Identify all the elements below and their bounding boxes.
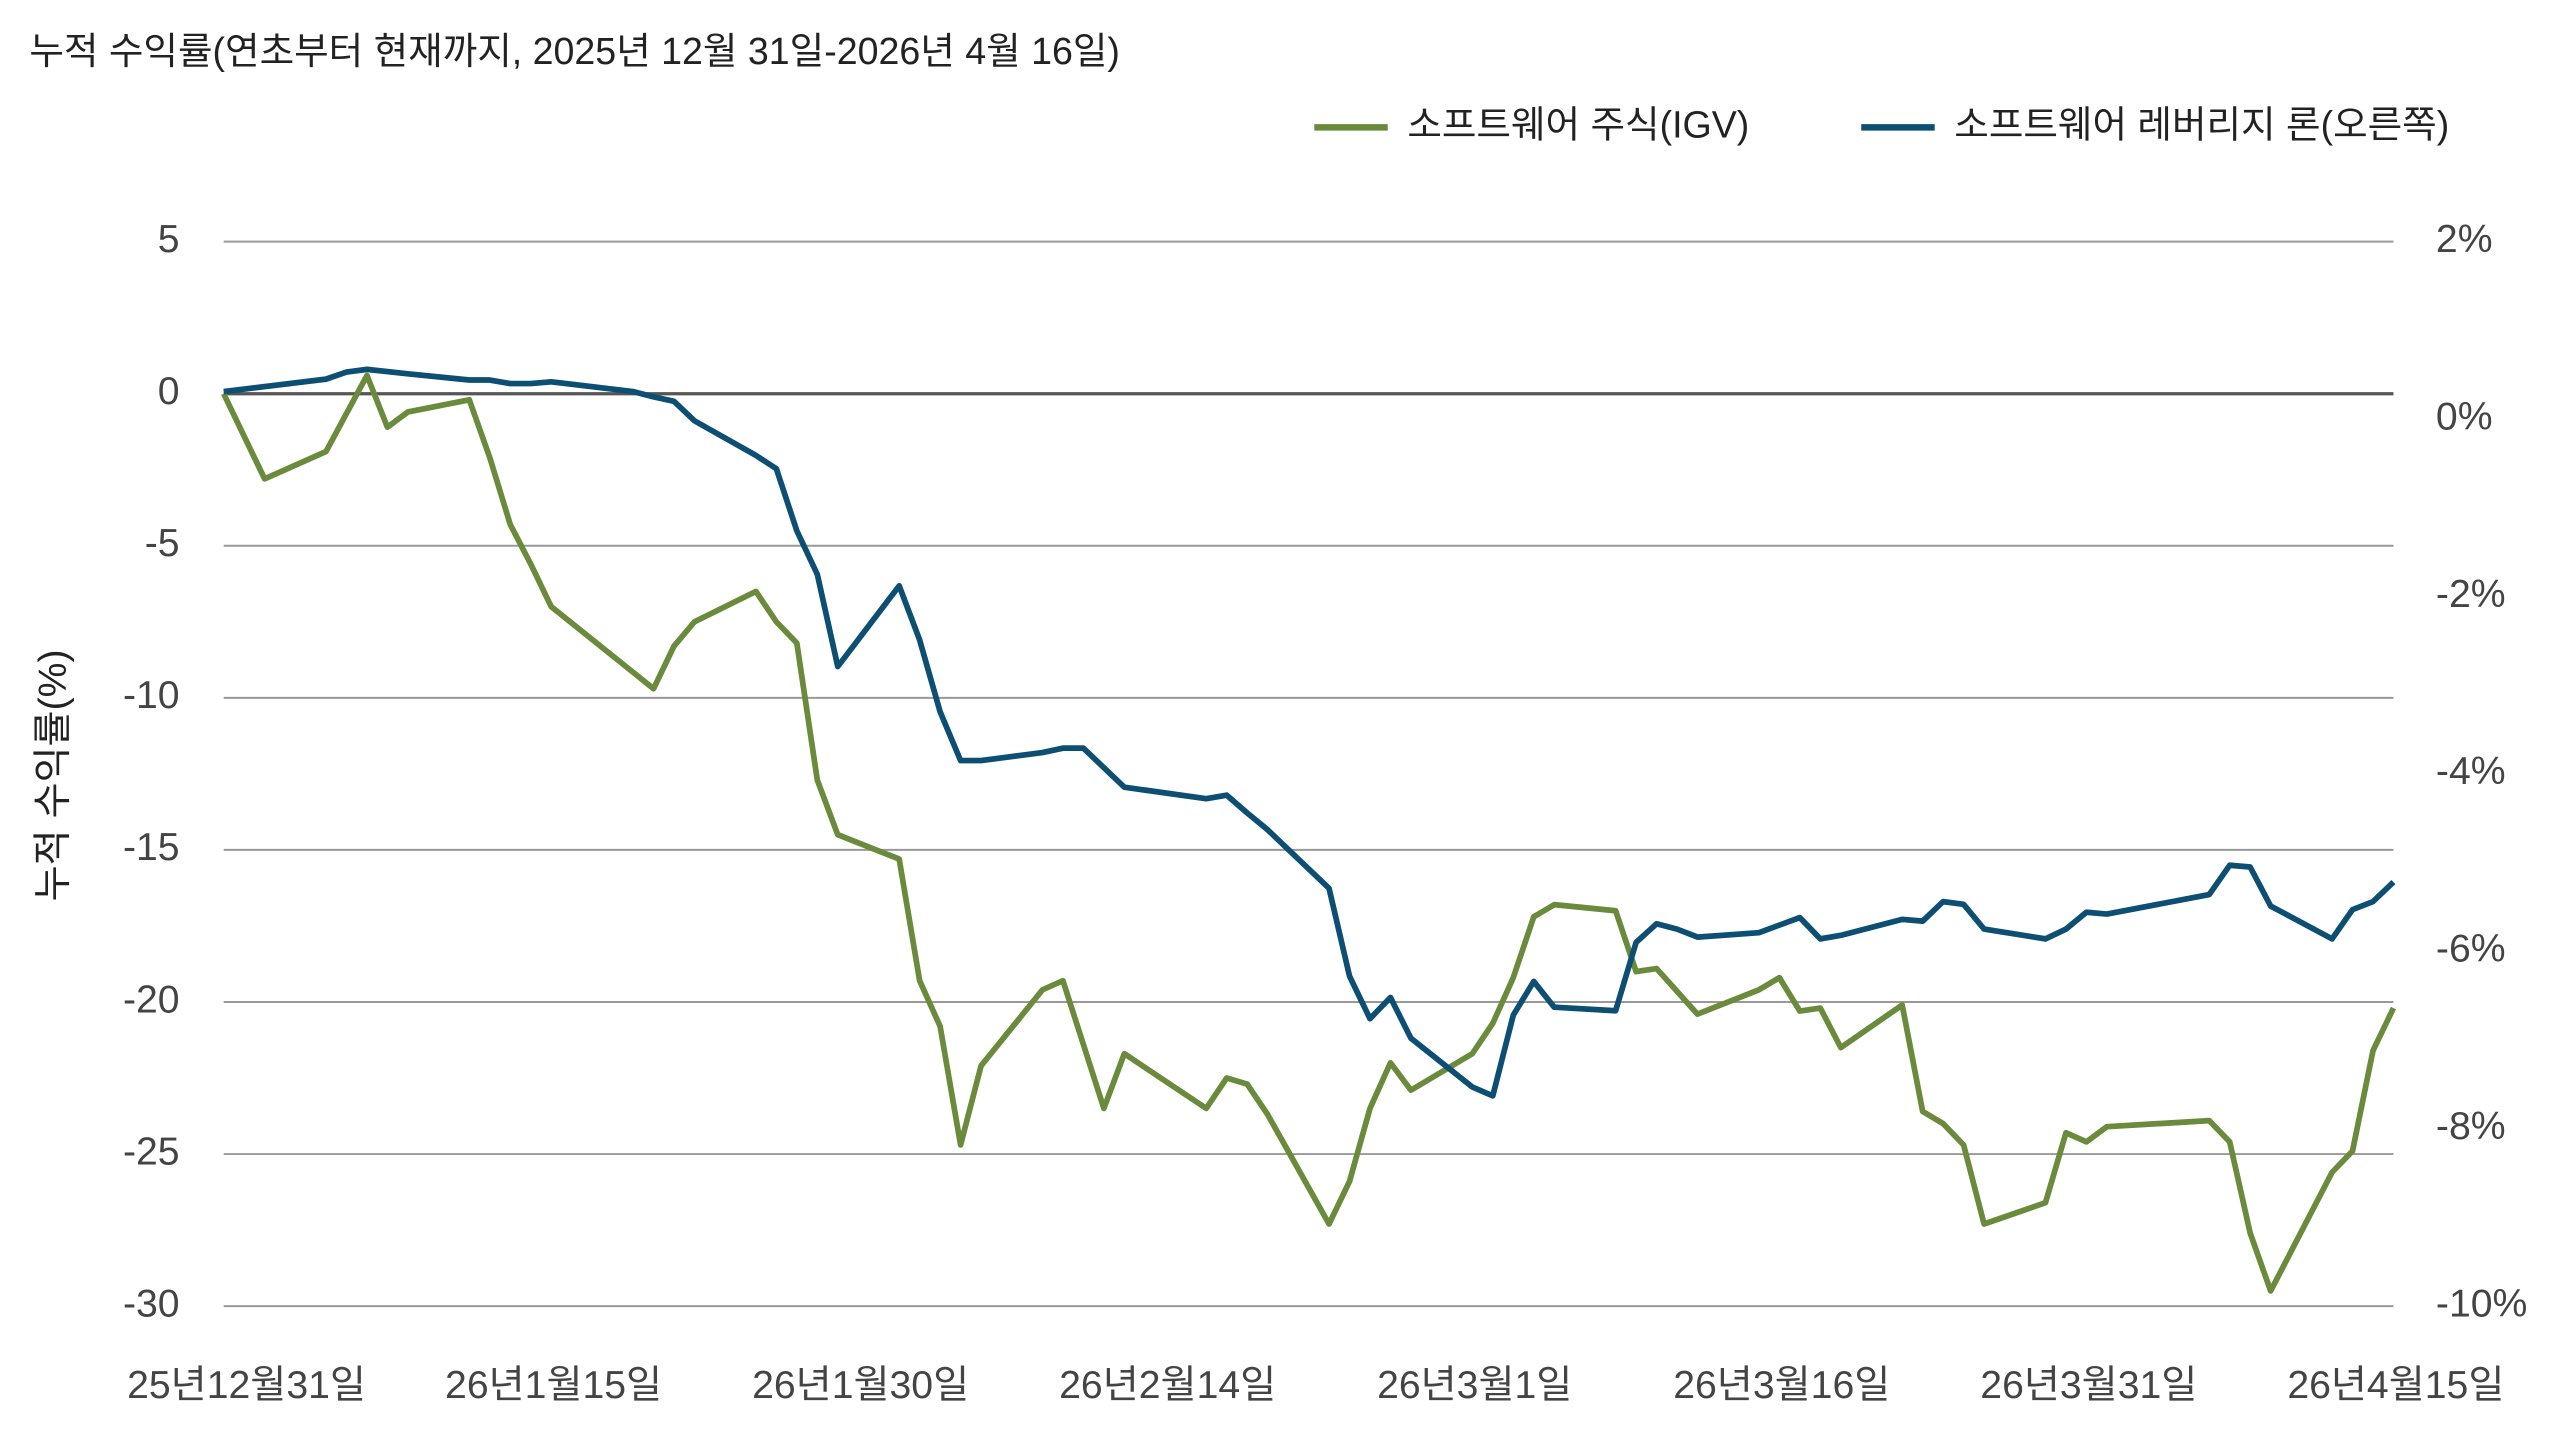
chart-title: 누적 수익률(연초부터 현재까지, 2025년 12월 31일-2026년 4월… xyxy=(29,30,1120,72)
x-tick-label: 26년1월30일 xyxy=(752,1364,969,1407)
y-tick-label: -25 xyxy=(123,1130,180,1173)
line-series xyxy=(223,366,2396,1099)
legend-label: 소프트웨어 주식(IGV) xyxy=(1407,103,1749,145)
y-tick-label: -20 xyxy=(123,978,180,1021)
line-series xyxy=(221,372,2397,1294)
y2-tick-label: -10% xyxy=(2436,1282,2527,1325)
y2-tick-label: -6% xyxy=(2436,928,2506,971)
legend-label: 소프트웨어 레버리지 론(오른쪽) xyxy=(1954,103,2449,145)
y2-tick-label: -8% xyxy=(2436,1105,2506,1148)
x-tick-label: 26년1월15일 xyxy=(445,1364,662,1407)
y2-tick-label: -2% xyxy=(2436,573,2506,616)
y-tick-label: -15 xyxy=(123,826,180,869)
x-tick-label: 26년3월16일 xyxy=(1673,1364,1890,1407)
y-tick-label: -5 xyxy=(145,522,180,565)
y-tick-label: 0 xyxy=(158,370,180,413)
y-tick-label: -10 xyxy=(123,674,180,717)
x-tick-label: 26년3월1일 xyxy=(1377,1364,1572,1407)
x-tick-label: 26년2월14일 xyxy=(1059,1364,1276,1407)
y2-tick-label: 2% xyxy=(2436,218,2493,261)
y-axis-title: 누적 수익률(%) xyxy=(32,650,75,902)
y-tick-label: 5 xyxy=(158,218,180,261)
x-tick-label: 26년3월31일 xyxy=(1980,1364,2197,1407)
y2-tick-label: -4% xyxy=(2436,750,2506,793)
y-tick-label: -30 xyxy=(123,1282,180,1325)
y2-tick-label: 0% xyxy=(2436,395,2493,438)
x-tick-label: 26년4월15일 xyxy=(2287,1364,2504,1407)
x-tick-label: 25년12월31일 xyxy=(127,1364,366,1407)
